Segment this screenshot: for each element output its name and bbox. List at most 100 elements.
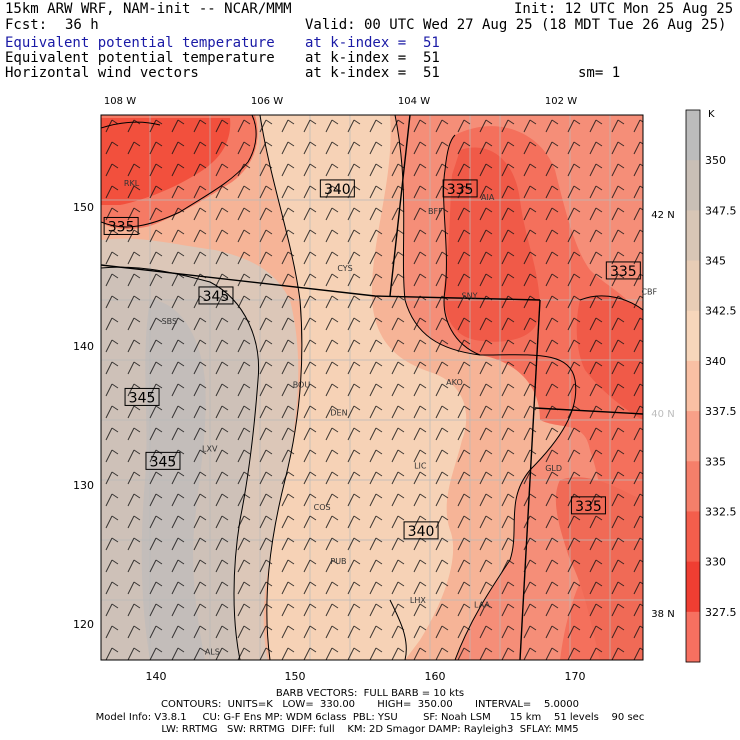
colorbar-swatch [686, 160, 700, 211]
contour-label: 345 [198, 286, 234, 305]
colorbar-tick: 347.5 [705, 204, 737, 217]
x-tick: 140 [146, 670, 167, 683]
colorbar-swatch [686, 310, 700, 362]
station-label: GLD [545, 464, 562, 473]
colorbar-frame [685, 109, 701, 663]
y-tick-labels: 150 140 130 120 [73, 201, 94, 631]
colorbar-swatch [686, 461, 700, 512]
colorbar-tick: 330 [705, 556, 726, 569]
lon-label: 102 W [545, 96, 577, 107]
y-tick: 120 [73, 618, 94, 631]
contour-legend: CONTOURS: UNITS=K LOW= 330.00 HIGH= 350.… [161, 699, 579, 710]
contour-label: 335 [570, 496, 606, 515]
model-info: Model Info: V3.8.1 CU: G-F Ens MP: WDM 6… [95, 712, 645, 723]
svg-text:345: 345 [203, 289, 230, 305]
init-time: Init: 12 UTC Mon 25 Aug 25 [514, 1, 734, 17]
field-3-level: at k-index = 51 [305, 65, 440, 81]
contour-label: 345 [124, 387, 160, 406]
colorbar: 350 347.5 345 342.5 340 337.5 335 332.5 330 327.5 [685, 109, 737, 663]
station-label: LAA [474, 600, 490, 609]
lon-label: 108 W [104, 96, 136, 107]
forecast-hour: 36 h [65, 17, 99, 33]
latitude-labels: 42 N 40 N 38 N [651, 210, 674, 620]
station-label-layer: RKL BFF AIA CYS SNY SBS CBF BOU AKO DEN LXV LIC GLD C… [124, 179, 658, 656]
longitude-labels: 108 W 106 W 104 W 102 W [104, 96, 577, 107]
contour-label: 335 [103, 216, 139, 235]
lat-label: 38 N [651, 609, 674, 620]
colorbar-swatch [686, 411, 700, 462]
svg-text:335: 335 [610, 264, 637, 280]
station-label: CYS [337, 264, 352, 273]
y-tick: 150 [73, 201, 94, 214]
colorbar-tick: 335 [705, 455, 726, 468]
svg-text:335: 335 [108, 219, 135, 235]
contour-label: 340 [403, 521, 439, 540]
svg-text:335: 335 [447, 182, 474, 198]
station-label: ALS [205, 648, 220, 657]
colorbar-swatch [686, 110, 700, 161]
station-label: AIA [481, 193, 495, 202]
contour-label: 335 [605, 261, 641, 280]
svg-text:340: 340 [324, 182, 351, 198]
colorbar-swatch [686, 210, 700, 262]
x-tick-labels: 140 150 160 170 [146, 670, 586, 683]
station-label: LXV [202, 445, 218, 454]
contour-label: 340 [319, 179, 355, 198]
station-label: CBF [641, 288, 657, 297]
station-label: LIC [414, 461, 427, 470]
svg-text:345: 345 [150, 454, 177, 470]
colorbar-swatch [686, 511, 700, 563]
field-1-level: at k-index = 51 [305, 35, 440, 51]
station-label: PUB [330, 557, 346, 566]
station-label: DEN [330, 409, 347, 418]
colorbar-tick: 327.5 [705, 606, 737, 619]
svg-text:345: 345 [129, 390, 156, 406]
colorbar-tick: 332.5 [705, 505, 737, 518]
map-frame [100, 114, 644, 661]
station-label: AKO [446, 378, 463, 387]
lat-label: 42 N [651, 210, 674, 221]
colorbar-tick: 350 [705, 154, 726, 167]
colorbar-swatch [686, 561, 700, 613]
station-label: LHX [410, 596, 426, 605]
contour-label: 335 [442, 179, 478, 198]
lon-label: 106 W [251, 96, 283, 107]
weather-map: 340 335 335 345 335 345 345 335 340 RKL BFF AIA CYS… [73, 96, 737, 683]
lon-label: 104 W [398, 96, 430, 107]
valid-time: Valid: 00 UTC Wed 27 Aug 25 (18 MDT Tue … [305, 17, 727, 33]
colorbar-unit: K [708, 109, 715, 120]
station-label: BOU [293, 381, 311, 390]
barb-legend: BARB VECTORS: FULL BARB = 10 kts [275, 688, 465, 699]
colorbar-swatch [686, 360, 700, 412]
temperature-field [101, 115, 643, 660]
wind-barbs [101, 115, 643, 660]
station-label: BFF [428, 207, 443, 216]
colorbar-tick: 342.5 [705, 305, 737, 318]
svg-text:335: 335 [575, 499, 602, 515]
colorbar-tick: 345 [705, 255, 726, 268]
colorbar-swatch [686, 611, 700, 663]
colorbar-tick: 337.5 [705, 405, 737, 418]
field-1-name: Equivalent potential temperature [5, 35, 275, 51]
contour-label-layer: 340 335 335 345 335 345 345 335 340 [103, 179, 641, 540]
colorbar-tick: 340 [705, 355, 726, 368]
lat-label: 40 N [651, 409, 674, 420]
x-tick: 160 [425, 670, 446, 683]
state-borders [101, 115, 643, 660]
y-tick: 140 [73, 340, 94, 353]
physics-info: LW: RRTMG SW: RRTMG DIFF: full KM: 2D Sm… [161, 724, 579, 735]
x-tick: 150 [285, 670, 306, 683]
model-title: 15km ARW WRF, NAM-init -- NCAR/MMM [5, 1, 292, 17]
x-tick: 170 [565, 670, 586, 683]
smoothing-label: sm= 1 [578, 65, 621, 81]
station-label: COS [314, 503, 331, 512]
station-label: SNY [462, 292, 478, 301]
forecast-label: Fcst: [5, 17, 48, 33]
field-2-level: at k-index = 51 [305, 50, 440, 66]
field-3-name: Horizontal wind vectors [5, 65, 199, 81]
svg-text:340: 340 [408, 524, 435, 540]
colorbar-swatch [686, 260, 700, 312]
contour-label: 345 [145, 451, 181, 470]
station-label: SBS [162, 317, 178, 326]
station-label: RKL [124, 179, 140, 188]
